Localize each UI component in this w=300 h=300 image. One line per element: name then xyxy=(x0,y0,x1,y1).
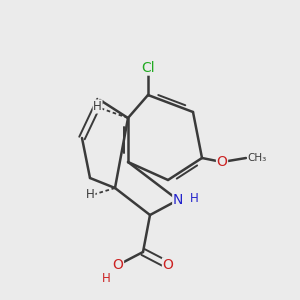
Text: CH₃: CH₃ xyxy=(248,153,267,163)
Text: Cl: Cl xyxy=(141,61,155,75)
Text: H: H xyxy=(189,192,198,205)
Text: H: H xyxy=(102,272,111,284)
Text: O: O xyxy=(217,155,227,169)
Text: O: O xyxy=(163,258,173,272)
Text: H: H xyxy=(86,188,95,202)
Text: H: H xyxy=(93,100,102,113)
Text: N: N xyxy=(173,193,183,207)
Text: O: O xyxy=(112,258,123,272)
